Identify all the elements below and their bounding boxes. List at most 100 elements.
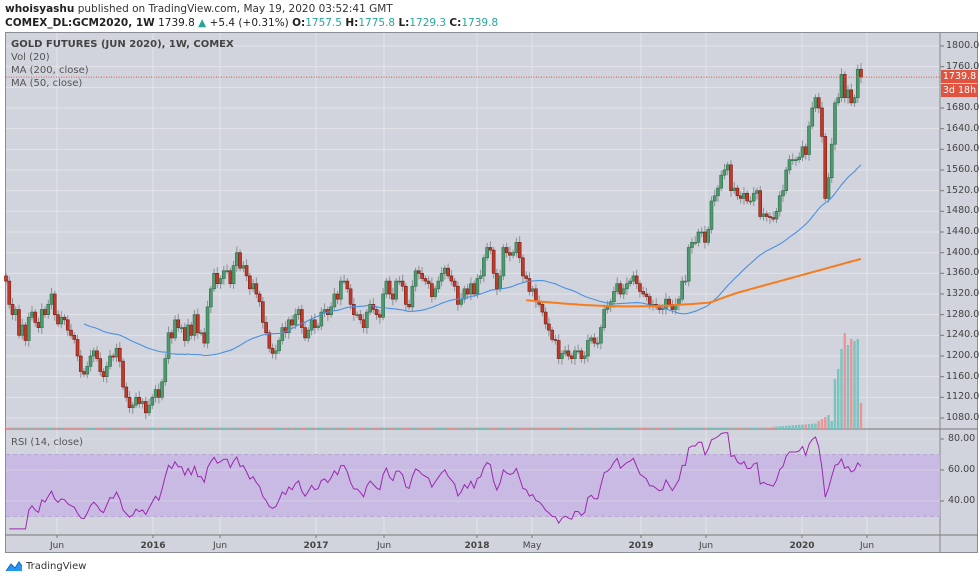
volume-bar	[567, 427, 570, 429]
candle-down	[290, 319, 294, 326]
volume-bar	[580, 427, 583, 429]
candle-down	[95, 350, 99, 359]
volume-bar	[11, 427, 14, 429]
volume-bar	[121, 427, 125, 429]
volume-bar	[307, 427, 310, 429]
candle-down	[566, 350, 571, 357]
volume-bar	[466, 427, 469, 429]
volume-bar	[173, 427, 177, 429]
candle-up	[410, 285, 415, 308]
candle-down	[745, 192, 750, 202]
candle-up	[498, 275, 502, 290]
volume-bar	[820, 419, 824, 429]
candle-down	[244, 265, 249, 277]
volume-bar	[125, 427, 128, 429]
tradingview-brand[interactable]: TradingView	[26, 560, 87, 572]
volume-bar	[24, 427, 27, 429]
volume-bar	[511, 427, 515, 429]
author[interactable]: whoisyashu	[5, 3, 75, 15]
candle-up	[790, 159, 795, 161]
time-axis-label: Jun	[376, 541, 392, 551]
candle-down	[547, 323, 551, 331]
symbol-info: COMEX_DL:GCM2020, 1W 1739.8 ▲ +5.4 (+0.3…	[5, 17, 498, 29]
volume-bar	[219, 427, 222, 429]
candle-down	[261, 301, 265, 323]
volume-bar	[694, 427, 697, 429]
candle-up	[683, 280, 688, 283]
volume-bar	[212, 427, 216, 429]
volume-bar	[837, 369, 840, 429]
volume-bar	[206, 427, 209, 429]
candle-up	[755, 190, 759, 194]
candle-up	[690, 242, 694, 248]
legend-ma200[interactable]: MA (200, close)	[11, 65, 89, 76]
volume-bar	[622, 427, 625, 429]
candle-up	[826, 177, 831, 199]
volume-bar	[824, 417, 827, 429]
volume-bar	[381, 427, 385, 429]
volume-bar	[50, 427, 53, 429]
candle-up	[693, 242, 698, 244]
volume-bar	[411, 427, 414, 429]
volume-bar	[856, 339, 859, 429]
rsi-legend[interactable]: RSI (14, close)	[11, 437, 84, 448]
legend-title[interactable]: GOLD FUTURES (JUN 2020), 1W, COMEX	[11, 39, 234, 50]
candle-down	[33, 311, 38, 323]
candle-up	[677, 298, 681, 305]
volume-bar	[736, 427, 739, 429]
volume-bar	[570, 427, 573, 429]
volume-bar	[859, 403, 863, 429]
candle-down	[202, 332, 207, 344]
candle-down	[495, 273, 499, 290]
tradingview-logo-icon	[5, 561, 23, 572]
volume-bar	[733, 427, 736, 429]
candle-down	[98, 358, 103, 372]
legend-ma50[interactable]: MA (50, close)	[11, 78, 83, 89]
candle-down	[72, 335, 77, 340]
candle-down	[553, 339, 558, 341]
candle-down	[300, 309, 304, 328]
candle-up	[436, 280, 441, 290]
volume-bar	[446, 427, 450, 429]
candle-up	[589, 337, 593, 341]
candle-down	[183, 327, 187, 341]
volume-bar	[404, 427, 408, 429]
candle-up	[612, 291, 616, 303]
volume-bar	[157, 427, 160, 429]
candle-down	[543, 311, 548, 325]
candle-down	[270, 347, 275, 354]
price-axis-label: 1800.0	[946, 40, 980, 51]
candle-down	[82, 371, 86, 375]
candle-up	[725, 164, 730, 171]
candle-up	[511, 252, 515, 256]
volume-bar	[8, 427, 11, 429]
volume-bar	[320, 427, 323, 429]
volume-bar	[492, 427, 495, 429]
candle-down	[7, 280, 12, 305]
volume-bar	[726, 427, 729, 429]
candle-up	[342, 280, 346, 283]
volume-bar	[248, 427, 252, 429]
volume-bar	[76, 427, 79, 429]
volume-bar	[63, 427, 66, 429]
candle-down	[4, 275, 8, 282]
candle-up	[163, 358, 168, 383]
legend-volume[interactable]: Vol (20)	[11, 52, 50, 63]
candle-down	[371, 304, 376, 310]
volume-bar	[479, 427, 482, 429]
volume-bar	[310, 427, 313, 429]
volume-bar	[414, 427, 417, 429]
volume-bar	[645, 427, 648, 429]
volume-bar	[641, 427, 645, 429]
price-axis-label: 1240.0	[946, 329, 980, 341]
volume-bar	[365, 427, 369, 429]
volume-bar	[586, 427, 590, 429]
candle-up	[469, 283, 473, 295]
candle-down	[137, 397, 142, 404]
volume-bar	[807, 424, 811, 429]
rsi-line	[9, 432, 862, 530]
volume-bar	[287, 427, 291, 429]
volume-bar	[720, 427, 723, 429]
candle-up	[49, 293, 54, 305]
